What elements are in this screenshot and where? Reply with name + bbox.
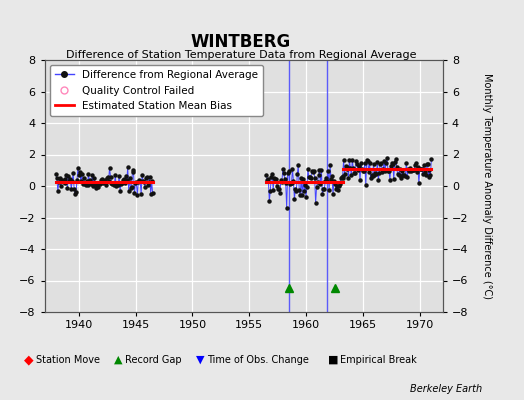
Text: Difference of Station Temperature Data from Regional Average: Difference of Station Temperature Data f… xyxy=(66,50,416,60)
Legend: Difference from Regional Average, Quality Control Failed, Estimated Station Mean: Difference from Regional Average, Qualit… xyxy=(50,65,263,116)
Text: Station Move: Station Move xyxy=(36,355,100,365)
Text: WINTBERG: WINTBERG xyxy=(191,33,291,51)
Text: ▲: ▲ xyxy=(114,355,122,365)
Text: Berkeley Earth: Berkeley Earth xyxy=(410,384,482,394)
Y-axis label: Monthly Temperature Anomaly Difference (°C): Monthly Temperature Anomaly Difference (… xyxy=(482,73,492,299)
Text: Time of Obs. Change: Time of Obs. Change xyxy=(207,355,309,365)
Text: ◆: ◆ xyxy=(24,354,34,366)
Text: ▼: ▼ xyxy=(196,355,204,365)
Text: Record Gap: Record Gap xyxy=(125,355,181,365)
Text: Empirical Break: Empirical Break xyxy=(340,355,416,365)
Text: ■: ■ xyxy=(328,355,338,365)
